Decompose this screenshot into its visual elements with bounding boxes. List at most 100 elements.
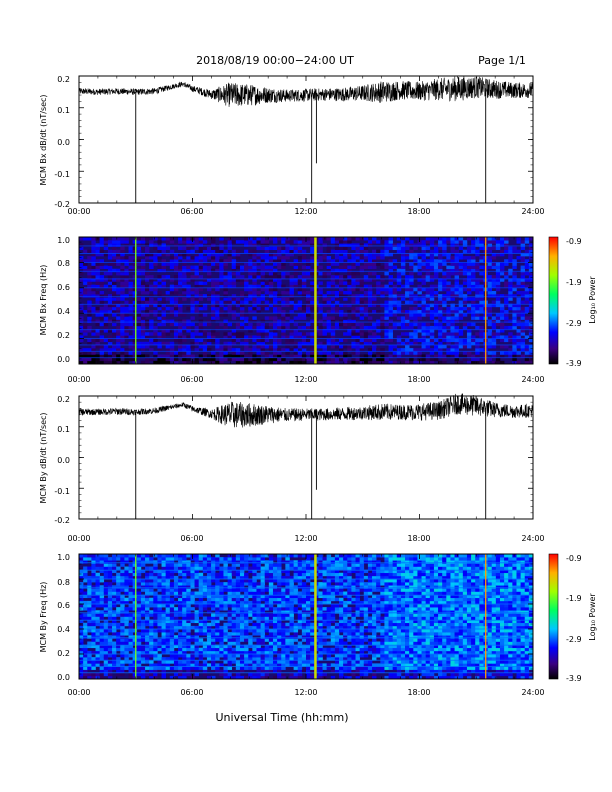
spectrogram-cell xyxy=(442,240,447,244)
spectrogram-cell xyxy=(136,246,142,250)
spectrogram-cell xyxy=(95,585,100,589)
spectrogram-cell xyxy=(198,572,204,577)
spectrogram-cell xyxy=(495,335,501,339)
spectrogram-cell xyxy=(128,597,133,602)
spectrogram-cell xyxy=(252,284,257,289)
spectrogram-cell xyxy=(277,249,282,254)
spectrogram-cell xyxy=(186,259,191,263)
spectrogram-cell xyxy=(161,666,166,670)
spectrogram-cell xyxy=(289,360,294,365)
spectrogram-cell xyxy=(409,265,414,270)
spectrogram-cell xyxy=(190,344,195,349)
spectrogram-cell xyxy=(223,607,228,611)
spectrogram-cell xyxy=(103,566,109,570)
spectrogram-cell xyxy=(190,647,195,652)
spectrogram-cell xyxy=(260,594,266,599)
spectrogram-cell xyxy=(87,351,92,355)
spectrogram-cell xyxy=(182,666,187,670)
spectrogram-cell xyxy=(409,300,414,304)
spectrogram-cell xyxy=(231,271,237,276)
spectrogram-cell xyxy=(223,613,228,617)
spectrogram-cell xyxy=(140,650,146,655)
colorbar: -0.9 -1.9 -2.9 -3.9 Log₁₀ Power xyxy=(548,236,597,368)
spectrogram-cell xyxy=(161,613,166,617)
spectrogram-cell xyxy=(347,348,352,352)
spectrogram-cell xyxy=(442,237,447,241)
spectrogram-cell xyxy=(268,287,274,292)
spectrogram-cell xyxy=(103,252,109,257)
spectrogram-cell xyxy=(495,319,501,324)
spectrogram-cell xyxy=(289,287,294,292)
spectrogram-cell xyxy=(157,616,162,620)
spectrogram-cell xyxy=(355,351,360,355)
spectrogram-cell xyxy=(355,310,360,314)
spectrogram-cell xyxy=(157,604,162,608)
spectrogram-cell xyxy=(215,262,220,266)
spectrogram-cell xyxy=(417,290,422,295)
spectrogram-cell xyxy=(132,619,138,624)
spectrogram-cell xyxy=(367,265,373,270)
spectrogram-cell xyxy=(178,354,183,358)
spectrogram-cell xyxy=(186,579,191,583)
spectrogram-cell xyxy=(347,332,352,336)
spectrogram-cell xyxy=(153,560,158,564)
spectrogram-cell xyxy=(182,360,187,365)
spectrogram-cell xyxy=(165,613,171,617)
spectrogram-cell xyxy=(495,275,501,279)
spectrogram-cell xyxy=(116,237,121,241)
spectrogram-cell xyxy=(223,354,228,358)
spectrogram-cell xyxy=(359,265,365,270)
spectrogram-cell xyxy=(99,610,105,614)
spectrogram-cell xyxy=(297,306,303,311)
spectrogram-cell xyxy=(182,660,187,664)
spectrogram-cell xyxy=(392,351,398,355)
spectrogram-cell xyxy=(149,625,154,630)
spectrogram-cell xyxy=(215,594,220,599)
spectrogram-cell xyxy=(215,354,220,358)
spectrogram-cell xyxy=(132,579,138,583)
spectrogram-cell xyxy=(87,316,92,320)
spectrogram-cell xyxy=(466,332,472,336)
spectrogram-cell xyxy=(409,332,414,336)
spectrogram-cell xyxy=(322,256,327,260)
spectrogram-cell xyxy=(112,579,117,583)
spectrogram-cell xyxy=(479,290,484,295)
spectrogram-cell xyxy=(272,275,278,279)
spectrogram-cell xyxy=(215,306,220,311)
spectrogram-cell xyxy=(512,344,517,349)
spectrogram-cell xyxy=(487,332,493,336)
spectrogram-cell xyxy=(157,357,162,362)
spectrogram-cell xyxy=(202,240,208,244)
spectrogram-cell xyxy=(516,354,521,358)
spectrogram-cell xyxy=(202,579,208,583)
spectrogram-cell xyxy=(310,348,315,352)
spectrogram-cell xyxy=(198,303,204,308)
spectrogram-cell xyxy=(248,329,253,333)
spectrogram-cell xyxy=(425,310,431,314)
spectrogram-cell xyxy=(396,351,402,355)
spectrogram-cell xyxy=(132,335,138,339)
spectrogram-cell xyxy=(206,262,212,266)
spectrogram-cell xyxy=(103,348,109,352)
spectrogram-cell xyxy=(124,275,129,279)
spectrogram-cell xyxy=(359,237,365,241)
spectrogram-cell xyxy=(116,585,121,589)
spectrogram-cell xyxy=(244,600,249,605)
spectrogram-cell xyxy=(103,265,109,270)
spectrogram-cell xyxy=(433,306,439,311)
spectrogram-cell xyxy=(239,666,245,670)
spectrogram-cell xyxy=(83,566,88,570)
spectrogram-cell xyxy=(198,344,204,349)
spectrogram-cell xyxy=(215,313,220,317)
spectrogram-cell xyxy=(157,354,162,358)
spectrogram-cell xyxy=(322,297,327,301)
spectrogram-cell xyxy=(128,290,133,295)
spectrogram-cell xyxy=(145,666,150,670)
spectrogram-cell xyxy=(211,290,216,295)
spectrogram-cell xyxy=(429,290,435,295)
spectrogram-cell xyxy=(149,294,154,298)
spectrogram-cell xyxy=(363,357,369,362)
spectrogram-cell xyxy=(355,313,360,317)
spectrogram-cell xyxy=(310,325,315,330)
spectrogram-cell xyxy=(149,610,154,614)
